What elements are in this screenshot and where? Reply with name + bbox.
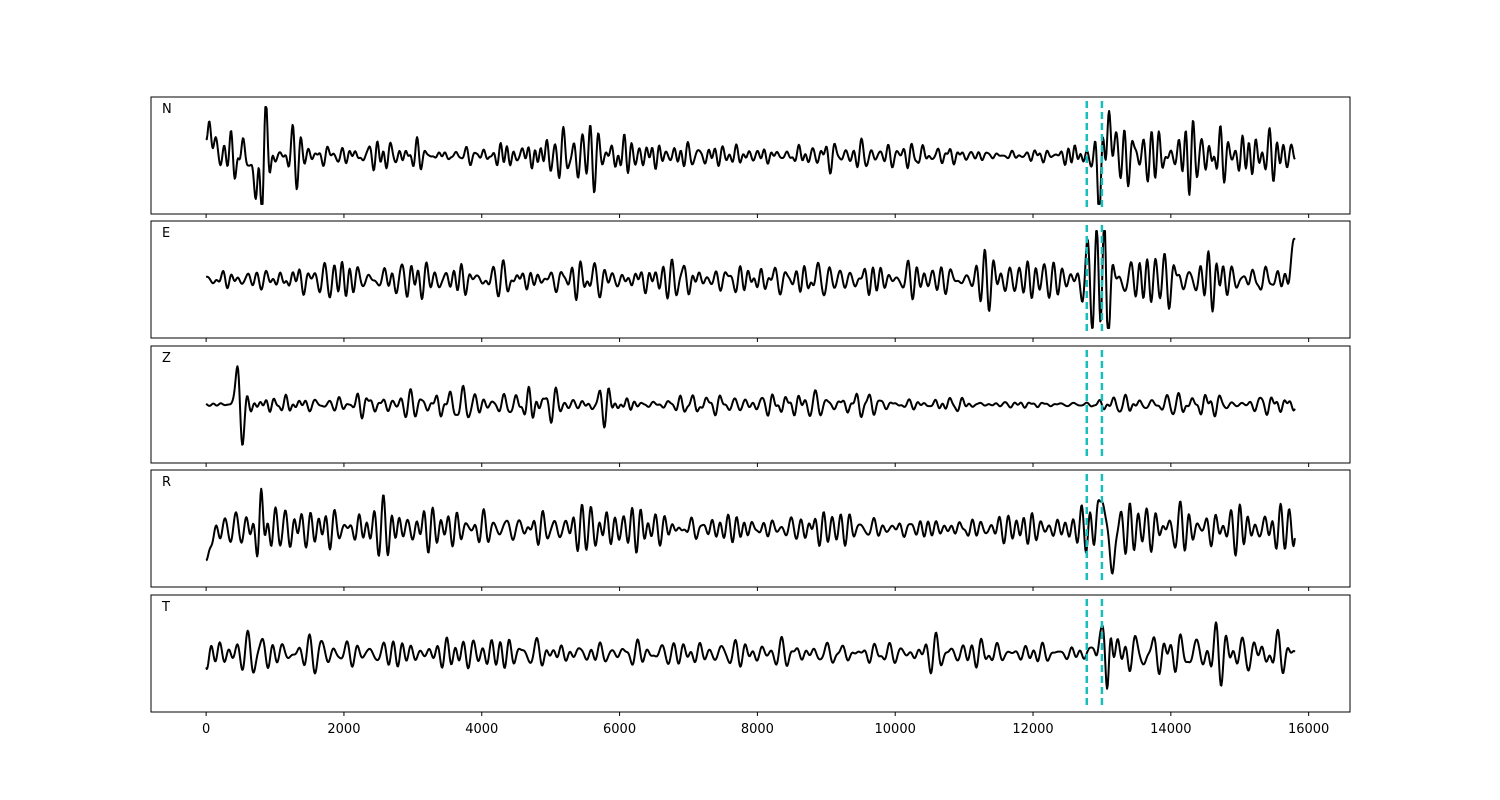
panel-label-T: T [161, 600, 170, 615]
x-tick-label: 14000 [1150, 722, 1191, 737]
x-tick-label: 10000 [875, 722, 916, 737]
x-tick-label: 12000 [1012, 722, 1053, 737]
panel-frame [150, 220, 1351, 339]
panel-Z: Z [150, 345, 1351, 467]
trace-line-R [205, 487, 1296, 575]
panel-frame [150, 345, 1351, 464]
panel-label-N: N [162, 102, 172, 117]
panel-label-R: R [162, 475, 171, 490]
panel-frame [150, 96, 1351, 215]
panel-label-Z: Z [162, 351, 171, 366]
panels: N E Z R T [150, 96, 1351, 716]
panel-E: E [150, 220, 1351, 342]
trace-line-T [205, 621, 1296, 690]
trace-line-Z [205, 365, 1296, 446]
trace-line-E [205, 230, 1296, 329]
panel-label-E: E [162, 226, 170, 241]
trace-line-N [205, 106, 1296, 205]
x-tick-label: 6000 [603, 722, 636, 737]
x-tick-label: 0 [202, 722, 210, 737]
x-tick-label: 8000 [741, 722, 774, 737]
panel-N: N [150, 96, 1351, 218]
x-tick-label: 16000 [1288, 722, 1329, 737]
panel-R: R [150, 469, 1351, 591]
x-axis: 0 2000 4000 6000 8000 10000 12000 14000 16000 [202, 722, 1329, 737]
panel-frame [150, 469, 1351, 588]
panel-T: T [150, 594, 1351, 716]
panel-frame [150, 594, 1351, 713]
x-tick-label: 4000 [465, 722, 498, 737]
x-tick-label: 2000 [327, 722, 360, 737]
